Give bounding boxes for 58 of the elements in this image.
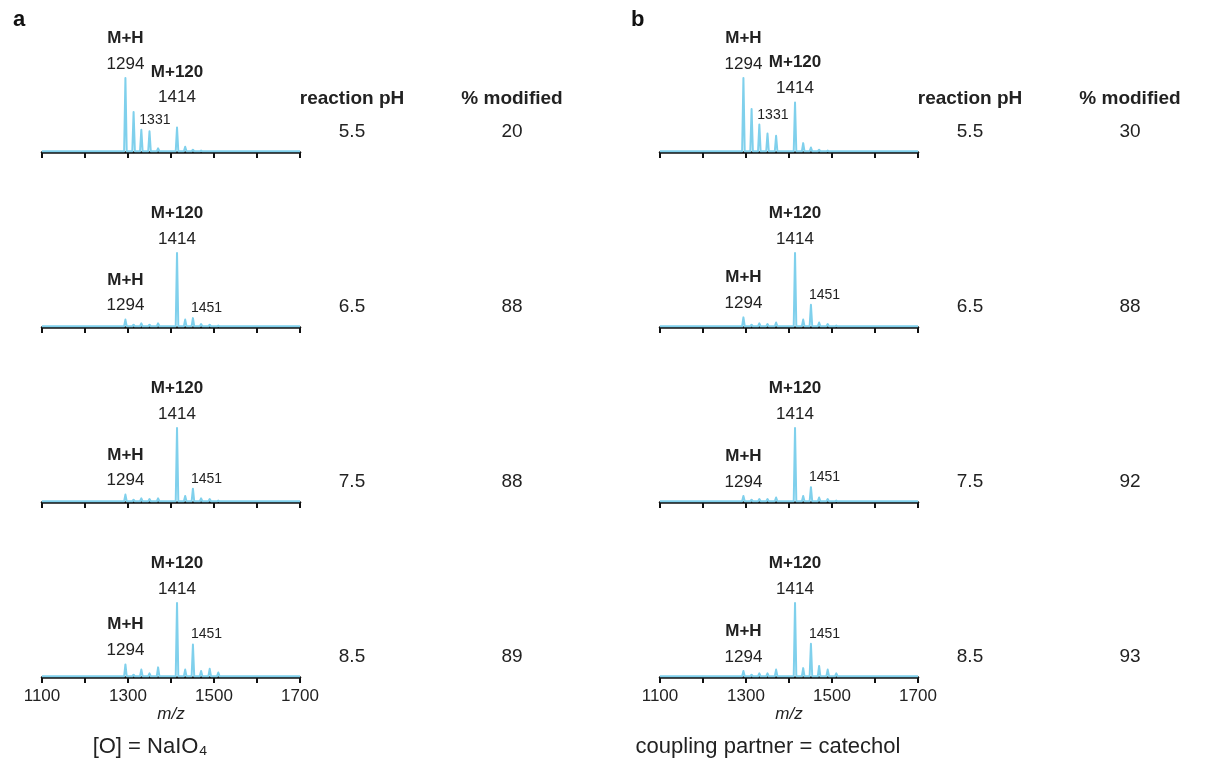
text: 5.5 <box>956 119 984 141</box>
text: 6.5 <box>956 294 984 316</box>
text: 92 <box>1119 469 1141 491</box>
annotation: M+H 1294 <box>106 444 145 490</box>
annotation: M+120 1414 <box>150 378 204 423</box>
text: 20 <box>501 119 523 141</box>
annotation: M+H 1294 <box>106 269 145 315</box>
annotation: M+H 1294 <box>106 28 145 73</box>
annotation: M+H 1294 <box>724 446 763 491</box>
annotation: M+120 1414 <box>768 52 822 97</box>
x-tick-label: 1500 <box>813 686 851 705</box>
x-tick-label: 1100 <box>641 686 679 705</box>
annotation: M+120 1414 <box>150 61 204 107</box>
text: 88 <box>501 469 523 491</box>
x-tick-label: 1500 <box>195 686 233 705</box>
text: 5.5 <box>338 119 366 141</box>
text: % modified <box>461 86 563 108</box>
x-tick-label: 1700 <box>899 686 937 705</box>
annotation: 1451 <box>190 299 223 316</box>
text: 7.5 <box>956 469 984 491</box>
text: coupling partner = catechol <box>635 732 901 758</box>
annotation: 1451 <box>808 624 841 641</box>
annotation: 1451 <box>190 469 223 486</box>
annotation: 1451 <box>808 468 841 485</box>
annotation: 1331 <box>757 105 789 122</box>
text: 88 <box>501 294 523 316</box>
annotation: M+120 1414 <box>768 553 822 598</box>
text: 6.5 <box>338 294 366 316</box>
annotation: 1331 <box>139 110 171 127</box>
text: 7.5 <box>338 469 366 491</box>
chart-title: a <box>13 5 26 31</box>
x-tick-label: 1300 <box>727 686 765 705</box>
x-tick-label: 1300 <box>109 686 147 705</box>
annotation: M+H 1294 <box>724 28 763 73</box>
chart-title: b <box>631 5 645 31</box>
text: 93 <box>1119 644 1141 666</box>
x-axis-title: m/z <box>775 704 804 723</box>
annotation: M+120 1414 <box>768 203 822 248</box>
annotation: 1451 <box>190 625 223 642</box>
annotation: reaction pH <box>299 86 405 108</box>
annotation: reaction pH <box>917 86 1023 108</box>
annotation: 1451 <box>808 285 841 302</box>
annotation: M+H 1294 <box>106 614 145 659</box>
annotation: M+H 1294 <box>724 267 763 312</box>
text: 88 <box>1119 294 1141 316</box>
annotation: M+120 1414 <box>150 203 204 248</box>
x-axis-title: m/z <box>157 704 186 723</box>
text: [O] = NaIO₄ <box>92 732 208 758</box>
text: 8.5 <box>338 644 366 666</box>
text: % modified <box>1079 86 1181 108</box>
text: 89 <box>501 644 523 666</box>
x-tick-label: 1700 <box>281 686 319 705</box>
annotation: M+H 1294 <box>724 621 763 666</box>
text: 8.5 <box>956 644 984 666</box>
annotation: M+120 1414 <box>150 553 204 598</box>
x-tick-label: 1100 <box>23 686 61 705</box>
text: 30 <box>1119 119 1141 141</box>
annotation: M+120 1414 <box>768 378 822 423</box>
